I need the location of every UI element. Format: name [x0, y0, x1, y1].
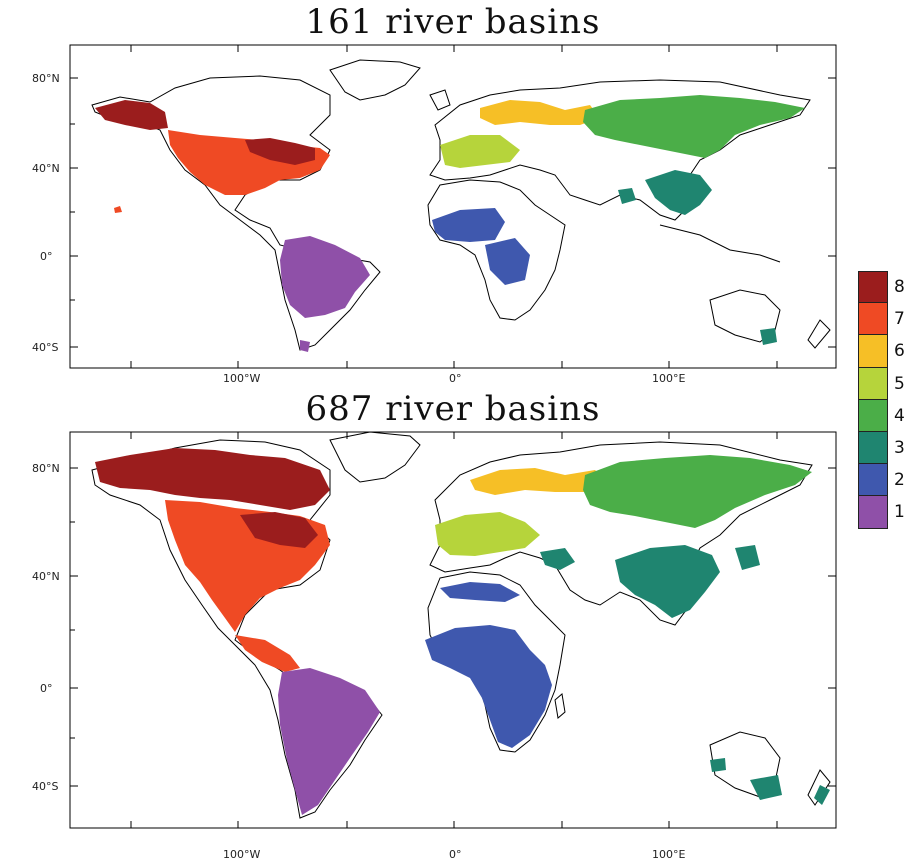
basin-class-4: [583, 455, 812, 528]
legend-label: 3: [894, 438, 905, 459]
legend-swatch: [858, 464, 888, 497]
basin-class-3: [760, 328, 777, 345]
legend-item: 2: [858, 464, 912, 497]
bottom-map-ticks: [70, 432, 836, 828]
basin-class-6: [470, 468, 608, 495]
top-map-title: 161 river basins: [305, 2, 601, 42]
basin-class-3: [615, 545, 720, 618]
basin-class-3: [735, 545, 760, 570]
legend-swatch: [858, 367, 888, 400]
bottom-map-frame: [69, 431, 837, 829]
basin-class-6: [480, 100, 600, 125]
basin-class-7: [165, 500, 330, 632]
basin-class-1: [300, 340, 310, 352]
legend-label: 2: [894, 470, 905, 491]
lat-label: 0°: [40, 250, 53, 263]
lon-label: 100°W: [223, 848, 260, 861]
basin-class-8: [95, 448, 330, 510]
basin-class-3: [710, 758, 726, 772]
lat-label: 80°N: [32, 72, 60, 85]
basin-class-5: [440, 135, 520, 168]
lon-label: 0°: [449, 372, 462, 385]
basin-class-8: [245, 138, 315, 165]
basin-class-5: [435, 512, 540, 556]
lon-label: 100°E: [652, 372, 685, 385]
top-basins: [95, 95, 805, 352]
lon-label: 100°W: [223, 372, 260, 385]
basin-class-2: [440, 582, 520, 602]
legend-label: 5: [894, 373, 905, 394]
lat-label: 40°N: [32, 570, 60, 583]
basin-class-3: [540, 548, 575, 570]
basin-class-8: [95, 100, 168, 130]
legend-label: 4: [894, 405, 905, 426]
legend-swatch: [858, 399, 888, 432]
bottom-axis-labels: 80°N 40°N 0° 40°S 100°W 0° 100°E: [32, 462, 685, 861]
basin-class-3: [814, 785, 830, 805]
lon-label: 0°: [449, 848, 462, 861]
top-river-basin-map: 80°N 40°N 0° 40°S 100°W 0° 100°E: [32, 44, 837, 385]
lat-label: 80°N: [32, 462, 60, 475]
legend-label: 1: [894, 502, 905, 523]
top-map-ticks: [70, 45, 836, 368]
legend-swatch: [858, 335, 888, 368]
legend-swatch: [858, 271, 888, 304]
lat-label: 40°N: [32, 162, 60, 175]
bottom-map-title: 687 river basins: [305, 389, 601, 429]
legend-item: 1: [858, 496, 912, 529]
lat-label: 40°S: [32, 341, 58, 354]
top-axis-labels: 80°N 40°N 0° 40°S 100°W 0° 100°E: [32, 72, 685, 385]
basin-class-2: [425, 625, 552, 748]
bottom-coastlines: [91, 431, 831, 819]
basin-class-7: [235, 635, 300, 672]
basin-class-1: [278, 668, 380, 815]
legend-swatch: [858, 431, 888, 465]
legend-item: 5: [858, 367, 912, 400]
legend-item: 6: [858, 335, 912, 368]
lon-label: 100°E: [652, 848, 685, 861]
legend-label: 6: [894, 341, 905, 362]
legend-label: 8: [894, 277, 905, 298]
legend-item: 4: [858, 399, 912, 432]
bottom-basins: [95, 448, 830, 815]
top-map-frame: [69, 44, 837, 369]
basin-class-2: [432, 208, 505, 242]
color-legend: 8 7 6 5 4 3 2 1: [858, 271, 912, 529]
basin-class-3: [750, 775, 782, 800]
legend-label: 7: [894, 309, 905, 330]
legend-item: 7: [858, 303, 912, 336]
legend-swatch: [858, 303, 888, 336]
legend-swatch: [858, 496, 888, 529]
lat-label: 0°: [40, 682, 53, 695]
basin-class-3: [618, 188, 636, 204]
basin-class-8: [240, 512, 318, 548]
basin-class-7: [114, 206, 122, 213]
basin-class-1: [280, 236, 370, 318]
basin-class-3: [645, 170, 712, 215]
legend-item: 3: [858, 431, 912, 465]
basin-class-2: [485, 238, 530, 285]
lat-label: 40°S: [32, 780, 58, 793]
basin-class-4: [583, 95, 805, 158]
legend-item: 8: [858, 271, 912, 304]
